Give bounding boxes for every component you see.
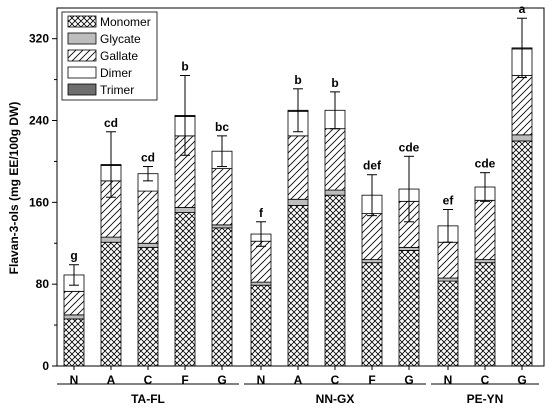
significance-label-4: bc xyxy=(215,120,229,134)
legend-swatch-glycate xyxy=(67,32,97,45)
x-tick-label-0: N xyxy=(70,373,79,387)
y-tick-label-320: 320 xyxy=(29,32,49,46)
x-tick-label-9: G xyxy=(404,373,413,387)
x-tick-label-7: C xyxy=(331,373,340,387)
y-tick-label-160: 160 xyxy=(29,195,49,209)
legend-label-glycate: Glycate xyxy=(100,32,141,46)
bar-segment-gallate-5 xyxy=(250,240,272,283)
bar-segment-glycate-12 xyxy=(511,134,533,142)
x-tick-label-1: A xyxy=(107,373,116,387)
bars-layer xyxy=(63,47,533,367)
x-tick-label-11: C xyxy=(481,373,490,387)
significance-label-3: b xyxy=(181,60,188,74)
significance-label-12: a xyxy=(519,2,526,16)
x-tick-label-3: F xyxy=(181,373,188,387)
significance-labels-layer: g cd cd b bc f b b def cde ef cde a xyxy=(70,2,525,263)
bar-segment-monomer-4 xyxy=(211,227,233,367)
bar-segment-glycate-3 xyxy=(174,207,196,213)
bar-segment-gallate-12 xyxy=(511,75,533,136)
x-tick-label-5: N xyxy=(257,373,266,387)
legend-label-trimer: Trimer xyxy=(100,83,134,97)
legend-label-dimer: Dimer xyxy=(100,66,132,80)
significance-label-5: f xyxy=(259,206,264,220)
legend-swatch-dimer xyxy=(67,66,97,79)
significance-label-8: def xyxy=(363,159,382,173)
y-tick-label-240: 240 xyxy=(29,114,49,128)
legend-swatch-gallate xyxy=(67,49,97,62)
significance-label-11: cde xyxy=(475,157,496,171)
plot-frame xyxy=(56,7,545,367)
y-tick-label-0: 0 xyxy=(42,359,49,373)
bar-segment-glycate-8 xyxy=(361,259,383,264)
bar-segment-gallate-8 xyxy=(361,213,383,261)
bar-segment-gallate-0 xyxy=(63,290,85,316)
significance-label-7: b xyxy=(331,76,338,90)
bar-segment-gallate-6 xyxy=(287,135,309,200)
bar-segment-gallate-2 xyxy=(137,190,159,244)
bar-segment-glycate-4 xyxy=(211,224,233,229)
x-tick-label-6: A xyxy=(294,373,303,387)
group-label-nn-gx: NN-GX xyxy=(316,392,355,406)
bar-segment-monomer-1 xyxy=(100,241,122,367)
x-tick-label-4: G xyxy=(217,373,226,387)
legend-swatch-monomer xyxy=(67,15,97,28)
bar-segment-monomer-5 xyxy=(250,284,272,367)
bar-segment-monomer-0 xyxy=(63,318,85,367)
bar-segment-glycate-0 xyxy=(63,314,85,320)
bar-segment-monomer-12 xyxy=(511,140,533,367)
bar-segment-monomer-8 xyxy=(361,262,383,367)
bar-segment-monomer-11 xyxy=(474,262,496,367)
bar-segment-monomer-3 xyxy=(174,212,196,367)
bar-segment-gallate-7 xyxy=(324,128,346,191)
x-tick-label-10: N xyxy=(444,373,453,387)
bar-segment-monomer-7 xyxy=(324,194,346,367)
bar-segment-monomer-6 xyxy=(287,205,309,367)
axes-layer: 0 80 160 240 320 N A C F G N A C F G N C G TA-FL NN-GX PE-YN xyxy=(29,7,545,406)
y-axis-title: Flavan-3-ols (mg EE/100g DW) xyxy=(7,102,21,275)
significance-label-0: g xyxy=(70,249,77,263)
bar-segment-glycate-6 xyxy=(287,198,309,206)
bar-segment-monomer-2 xyxy=(137,246,159,367)
bar-segment-monomer-10 xyxy=(437,280,459,367)
bar-segment-gallate-10 xyxy=(437,241,459,279)
x-tick-label-12: G xyxy=(517,373,526,387)
bar-segment-glycate-11 xyxy=(474,259,496,264)
significance-label-2: cd xyxy=(141,151,155,165)
significance-label-6: b xyxy=(294,73,301,87)
error-bars-layer xyxy=(69,17,527,286)
bar-segment-gallate-11 xyxy=(474,199,496,261)
bar-segment-monomer-9 xyxy=(398,250,420,367)
x-tick-label-2: C xyxy=(144,373,153,387)
significance-label-9: cde xyxy=(399,140,420,154)
bar-segment-glycate-10 xyxy=(437,277,459,282)
significance-label-10: ef xyxy=(443,194,455,208)
bar-segment-glycate-7 xyxy=(324,189,346,196)
y-tick-label-80: 80 xyxy=(36,277,50,291)
significance-label-1: cd xyxy=(104,116,118,130)
bar-segment-glycate-5 xyxy=(250,281,272,286)
legend: Monomer Glycate Gallate Dimer Trimer xyxy=(61,11,158,101)
legend-swatch-trimer xyxy=(67,83,97,96)
x-tick-label-8: F xyxy=(368,373,375,387)
legend-label-gallate: Gallate xyxy=(100,49,138,63)
legend-label-monomer: Monomer xyxy=(100,15,151,29)
bar-segment-glycate-2 xyxy=(137,242,159,248)
bar-segment-glycate-9 xyxy=(398,246,420,251)
bar-segment-glycate-1 xyxy=(100,236,122,243)
group-label-pe-yn: PE-YN xyxy=(467,392,504,406)
group-label-ta-fl: TA-FL xyxy=(131,392,165,406)
bar-segment-gallate-4 xyxy=(211,168,233,226)
